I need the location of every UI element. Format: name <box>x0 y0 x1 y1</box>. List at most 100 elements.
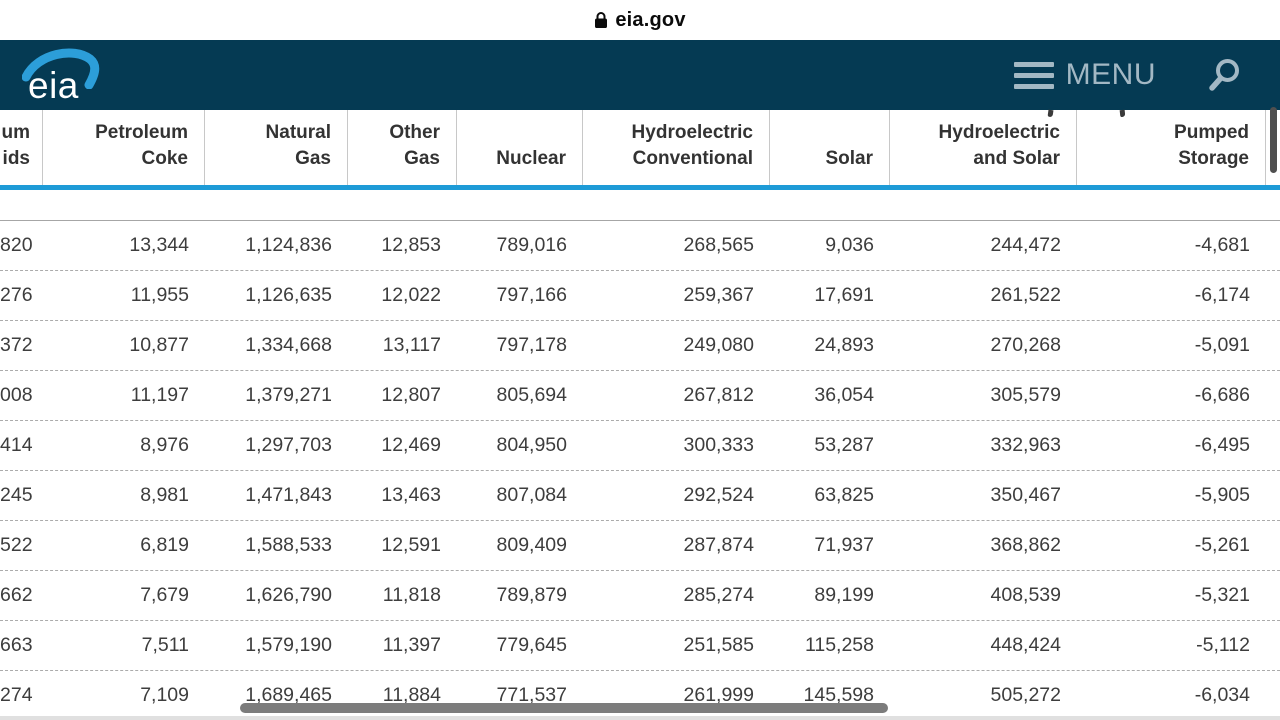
table-cell: -5,091 <box>1194 334 1250 356</box>
table-cell: 292,524 <box>683 484 755 506</box>
lock-icon <box>594 11 608 29</box>
table-cell: 261,999 <box>683 684 755 706</box>
table-row: 820 13,344 1,124,836 12,853 789,016 268,565 9,… <box>0 221 1280 271</box>
table-cell: -5,112 <box>1196 634 1250 656</box>
horizontal-scrollbar-track <box>0 716 1280 720</box>
table-cell: 89,199 <box>814 584 874 606</box>
table-cell: 505,272 <box>990 684 1062 706</box>
table-row: 245 8,981 1,471,843 13,463 807,084 292,524 63,… <box>0 471 1280 521</box>
table-cell: 1,579,190 <box>245 634 332 656</box>
logo-swoosh-icon <box>22 48 100 89</box>
table-cell: 261,522 <box>990 284 1062 306</box>
url-text: eia.gov <box>615 8 686 31</box>
table-cell: 807,084 <box>496 484 568 506</box>
table-accent-bar <box>0 185 1280 190</box>
column-header-nuclear: Nuclear <box>457 110 583 185</box>
table-cell: 36,054 <box>814 384 874 406</box>
table-row: 372 10,877 1,334,668 13,117 797,178 249,080 24… <box>0 321 1280 371</box>
table-cell: -6,174 <box>1194 284 1250 306</box>
table-cell: 1,297,703 <box>245 434 332 456</box>
menu-button[interactable]: MENU <box>1013 56 1156 95</box>
table-cell: -6,495 <box>1194 434 1250 456</box>
column-header-petroleum-coke: Petroleum Coke <box>43 110 205 185</box>
table-cell: 789,879 <box>496 584 568 606</box>
table-cell: 809,409 <box>496 534 568 556</box>
table-cell: 12,807 <box>381 384 441 406</box>
table-cell: 71,937 <box>814 534 874 556</box>
menu-label: MENU <box>1065 58 1156 91</box>
table-cell: 285,274 <box>683 584 755 606</box>
column-header-um-ids: um ids <box>0 110 43 185</box>
table-row: 663 7,511 1,579,190 11,397 779,645 251,585 115… <box>0 621 1280 671</box>
table-row: 662 7,679 1,626,790 11,818 789,879 285,274 89,… <box>0 571 1280 621</box>
table-row: 276 11,955 1,126,635 12,022 797,166 259,367 17… <box>0 271 1280 321</box>
search-button[interactable] <box>1208 58 1242 92</box>
table-cell: 8,976 <box>140 434 189 456</box>
table-cell: 12,591 <box>381 534 441 556</box>
table-cell: 10,877 <box>129 334 189 356</box>
table-cell: 448,424 <box>990 634 1062 656</box>
table-cell: 11,955 <box>130 284 189 306</box>
table-cell: 789,016 <box>496 234 568 256</box>
vertical-scrollbar-thumb[interactable] <box>1270 107 1277 173</box>
table-cell: 1,334,668 <box>245 334 332 356</box>
table-cell: 24,893 <box>814 334 874 356</box>
table-cell: 1,126,635 <box>245 284 332 306</box>
table-cell: -5,261 <box>1194 534 1250 556</box>
table-cell: 522 <box>0 534 33 556</box>
table-row: 414 8,976 1,297,703 12,469 804,950 300,333 53,… <box>0 421 1280 471</box>
table-body: 820 13,344 1,124,836 12,853 789,016 268,565 9,… <box>0 220 1280 720</box>
table-cell: 408,539 <box>990 584 1062 606</box>
table-cell: 805,694 <box>496 384 568 406</box>
table-cell: 145,598 <box>803 684 875 706</box>
table-cell: -5,321 <box>1194 584 1250 606</box>
table-cell: 797,166 <box>496 284 568 306</box>
table-cell: 300,333 <box>683 434 755 456</box>
nav-actions: MENU <box>1013 56 1242 95</box>
table-cell: 12,022 <box>381 284 441 306</box>
table-cell: 7,109 <box>140 684 189 706</box>
table-cell: 8,981 <box>140 484 189 506</box>
table-cell: 274 <box>0 684 33 706</box>
browser-address-bar[interactable]: eia.gov <box>0 0 1280 40</box>
table-cell: 1,124,836 <box>245 234 332 256</box>
table-cell: 13,463 <box>381 484 441 506</box>
table-cell: 1,471,843 <box>245 484 332 506</box>
column-header-hydroelectric-and-solar: Hydroelectric and Solar <box>890 110 1077 185</box>
table-cell: 276 <box>0 284 33 306</box>
table-header-gap <box>0 190 1280 220</box>
table-cell: 12,853 <box>381 234 441 256</box>
table-cell: 244,472 <box>990 234 1062 256</box>
search-icon <box>1209 59 1239 91</box>
table-cell: 11,397 <box>382 634 441 656</box>
table-cell: 9,036 <box>825 234 874 256</box>
table-cell: 249,080 <box>683 334 755 356</box>
horizontal-scrollbar-thumb[interactable] <box>240 703 888 713</box>
table-cell: 662 <box>0 584 33 606</box>
table-cell: 1,626,790 <box>245 584 332 606</box>
table-cell: 12,469 <box>381 434 441 456</box>
table-cell: 11,884 <box>382 684 441 706</box>
table-cell: 115,258 <box>804 634 874 656</box>
table-cell: 771,537 <box>496 684 568 706</box>
table-cell: 804,950 <box>496 434 568 456</box>
table-cell: 332,963 <box>990 434 1062 456</box>
eia-logo[interactable]: eia <box>22 45 106 111</box>
table-header-row: um ids Petroleum Coke Natural Gas Other Gas Nucl… <box>0 110 1280 185</box>
table-row: 008 11,197 1,379,271 12,807 805,694 267,812 36… <box>0 371 1280 421</box>
table-cell: -5,905 <box>1194 484 1250 506</box>
table-row: 522 6,819 1,588,533 12,591 809,409 287,874 71,… <box>0 521 1280 571</box>
table-cell: 270,268 <box>990 334 1062 356</box>
table-cell: 6,819 <box>140 534 189 556</box>
table-cell: 13,117 <box>382 334 441 356</box>
table-cell: 259,367 <box>683 284 755 306</box>
logo-text: eia <box>28 65 79 106</box>
column-header-pumped-storage: Pumped Storage <box>1077 110 1266 185</box>
table-cell: 1,379,271 <box>245 384 332 406</box>
table-cell: 11,197 <box>130 384 189 406</box>
table-cell: 305,579 <box>990 384 1062 406</box>
table-cell: 17,691 <box>814 284 874 306</box>
table-cell: -6,034 <box>1194 684 1250 706</box>
hamburger-icon <box>1013 56 1054 95</box>
